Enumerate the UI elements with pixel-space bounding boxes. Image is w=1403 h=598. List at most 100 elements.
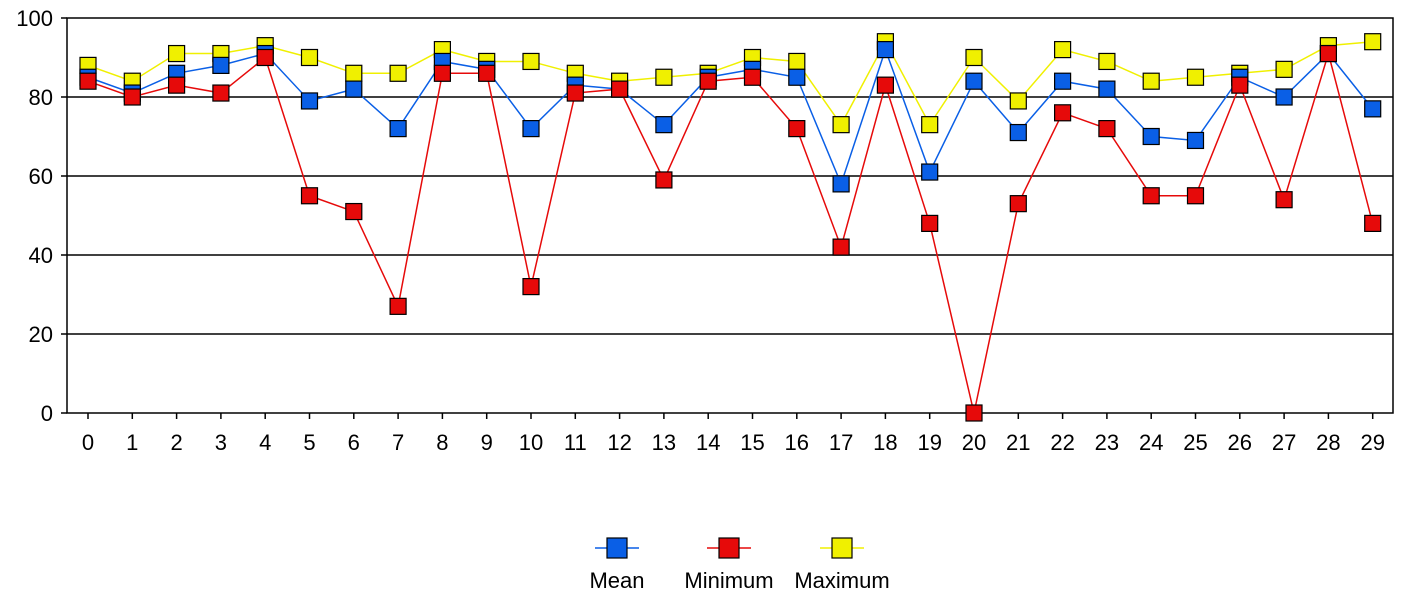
x-tick-label: 1 — [126, 430, 138, 455]
legend-label: Minimum — [684, 568, 773, 593]
maximum-point — [1009, 92, 1027, 110]
minimum-point — [123, 88, 141, 106]
x-tick-label: 0 — [82, 430, 94, 455]
x-tick-label: 9 — [481, 430, 493, 455]
maximum-point — [389, 64, 407, 82]
minimum-point — [389, 297, 407, 315]
mean-point — [212, 56, 230, 75]
x-tick-label: 7 — [392, 430, 404, 455]
legend-marker — [718, 537, 740, 559]
legend-label: Maximum — [794, 568, 889, 593]
mean-point — [1009, 123, 1027, 142]
mean-point — [345, 80, 363, 98]
minimum-point — [300, 187, 319, 205]
maximum-point — [921, 116, 939, 134]
minimum-point — [876, 76, 895, 94]
series-mean — [79, 40, 1382, 193]
x-tick-label: 18 — [873, 430, 897, 455]
minimum-point — [478, 64, 496, 82]
minimum-point — [256, 48, 274, 67]
mean-point — [1275, 88, 1293, 106]
mean-point — [522, 119, 540, 138]
minimum-point — [522, 278, 540, 296]
maximum-point — [832, 116, 850, 134]
series-group — [79, 33, 1382, 422]
x-tick-label: 22 — [1050, 430, 1074, 455]
series-minimum — [79, 44, 1382, 422]
minimum-point — [212, 84, 230, 102]
x-tick-label: 5 — [303, 430, 315, 455]
x-tick-label: 24 — [1139, 430, 1163, 455]
maximum-point — [1275, 60, 1293, 78]
x-tick-label: 23 — [1095, 430, 1119, 455]
maximum-point — [300, 48, 319, 67]
series-maximum — [79, 33, 1382, 134]
legend-item-maximum: Maximum — [794, 537, 890, 593]
x-tick-label: 3 — [215, 430, 227, 455]
maximum-point — [1364, 33, 1382, 51]
mean-point — [1098, 80, 1116, 98]
maximum-point — [1186, 68, 1205, 86]
legend-marker — [606, 537, 628, 559]
mean-point — [389, 119, 407, 138]
minimum-point — [610, 80, 629, 98]
x-tick-label: 20 — [962, 430, 986, 455]
minimum-point — [566, 84, 584, 102]
grid-lines — [67, 96, 1393, 335]
mean-point — [1364, 100, 1382, 118]
x-tick-label: 15 — [740, 430, 764, 455]
minimum-point — [832, 238, 850, 256]
legend-label: Mean — [589, 568, 644, 593]
x-tick-label: 8 — [436, 430, 448, 455]
y-tick-label: 0 — [41, 401, 53, 426]
minimum-point — [1364, 214, 1382, 232]
minimum-point — [743, 68, 762, 86]
maximum-point — [168, 44, 186, 63]
x-tick-label: 17 — [829, 430, 853, 455]
legend-marker — [831, 537, 853, 559]
minimum-point — [965, 404, 983, 422]
maximum-point — [345, 64, 363, 82]
x-tick-label: 25 — [1183, 430, 1207, 455]
maximum-point — [1053, 40, 1072, 59]
mean-line — [87, 47, 1374, 187]
minimum-point — [921, 214, 939, 232]
mean-point — [655, 116, 673, 134]
mean-point — [965, 72, 983, 90]
x-tick-label: 19 — [917, 430, 941, 455]
y-tick-labels: 0 20 40 60 80 100 — [16, 6, 53, 426]
legend-item-minimum: Minimum — [684, 537, 774, 593]
mean-point — [832, 175, 850, 193]
maximum-point — [522, 52, 540, 71]
x-tick-label: 27 — [1272, 430, 1296, 455]
y-tick-label: 20 — [29, 322, 53, 347]
maximum-point — [1142, 72, 1160, 90]
axes — [61, 17, 1394, 419]
x-tick-label: 11 — [564, 430, 587, 455]
x-tick-label: 13 — [652, 430, 676, 455]
minimum-point — [1098, 119, 1116, 138]
minimum-point — [1053, 104, 1072, 122]
maximum-point — [788, 52, 806, 71]
y-tick-label: 40 — [29, 243, 53, 268]
mean-point — [1053, 72, 1072, 90]
mean-point — [1142, 127, 1160, 146]
x-tick-label: 10 — [519, 430, 543, 455]
mean-point — [300, 92, 319, 110]
x-tick-label: 29 — [1360, 430, 1384, 455]
minimum-point — [433, 64, 451, 82]
mean-point — [1186, 131, 1205, 150]
minimum-point — [1142, 187, 1160, 205]
mean-point — [876, 40, 895, 59]
x-tick-label: 26 — [1228, 430, 1252, 455]
x-tick-label: 2 — [170, 430, 182, 455]
maximum-point — [655, 68, 673, 86]
legend: Mean Minimum Maximum — [589, 537, 890, 593]
minimum-line — [87, 50, 1374, 414]
x-tick-labels: 0 1 2 3 4 5 6 7 8 9 10 11 12 13 14 15 16 17 18 19 20 21 22 23 24… — [82, 430, 1385, 455]
minimum-point — [788, 119, 806, 138]
x-tick-label: 16 — [785, 430, 809, 455]
x-tick-label: 14 — [696, 430, 720, 455]
minimum-point — [1275, 191, 1293, 209]
